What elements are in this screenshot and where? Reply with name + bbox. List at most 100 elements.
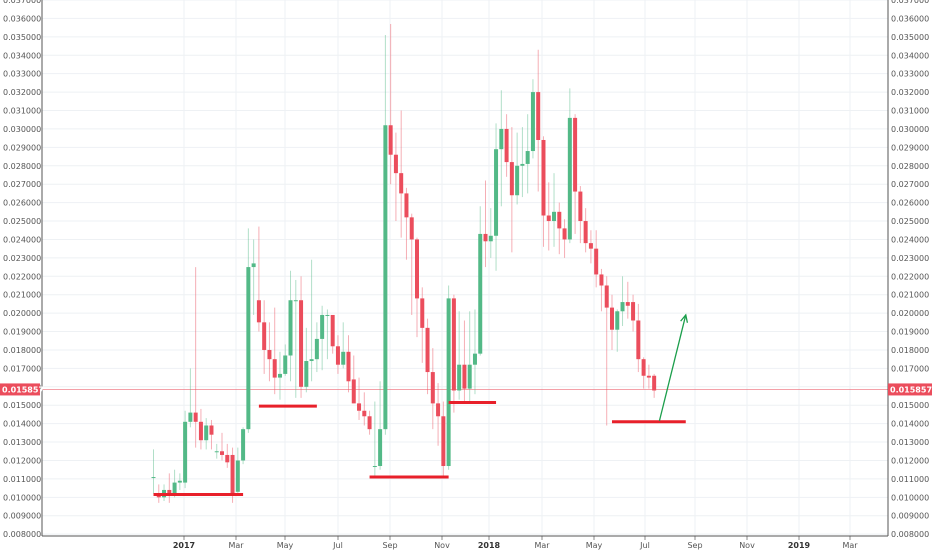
candle-body (625, 302, 630, 306)
candle-body (425, 327, 430, 373)
x-tick-label: 2018 (478, 541, 501, 550)
candle-body (583, 221, 588, 244)
candle-body (367, 416, 372, 430)
y-tick-label-left: 0.028000 (3, 162, 41, 171)
price-badges: 0.015857 0.015857 (0, 383, 932, 396)
y-tick-label-right: 0.013000 (891, 438, 929, 447)
candle-body (325, 314, 330, 316)
candle-body (399, 173, 404, 194)
y-tick-label-left: 0.031000 (3, 107, 41, 116)
projection-arrow (658, 313, 689, 422)
candle-body (462, 364, 467, 389)
x-tick-label: Nov (434, 541, 450, 550)
y-tick-label-left: 0.033000 (3, 70, 41, 79)
candle-body (309, 359, 314, 362)
y-tick-label-right: 0.017000 (891, 364, 929, 373)
candle-body (604, 285, 609, 308)
y-tick-label-right: 0.036000 (891, 14, 929, 23)
candle-body (530, 92, 535, 152)
candle-body (557, 211, 562, 229)
y-tick-label-left: 0.008000 (3, 530, 41, 539)
x-tick-label: Mar (228, 541, 244, 550)
y-tick-label-right: 0.030000 (891, 125, 929, 134)
candle-body (494, 149, 499, 236)
candle-body (652, 375, 657, 391)
candle-body (304, 361, 309, 387)
candle-body (636, 320, 641, 360)
candle-body (430, 372, 435, 404)
candle-body (483, 233, 488, 242)
x-tick-label: Nov (739, 541, 755, 550)
y-tick-label-left: 0.017000 (3, 364, 41, 373)
candle-body (441, 416, 446, 467)
candle-body (351, 379, 356, 404)
y-tick-label-left: 0.010000 (3, 493, 41, 502)
candle-body (235, 460, 240, 492)
y-tick-label-left: 0.029000 (3, 143, 41, 152)
projection-arrowhead (680, 313, 689, 323)
candle-body (299, 300, 304, 387)
candle-body (320, 314, 325, 339)
candle-body (620, 302, 625, 312)
price-badge-right (888, 383, 932, 396)
candle-body (599, 274, 604, 286)
candle-body (409, 217, 414, 240)
y-tick-label-left: 0.019000 (3, 328, 41, 337)
candle-body (262, 322, 267, 350)
candle-body (536, 92, 541, 140)
candle-body (420, 298, 425, 328)
candle-body (415, 239, 419, 299)
candle-body (451, 298, 456, 391)
y-tick-label-left: 0.030000 (3, 125, 41, 134)
candle-body (472, 353, 477, 365)
y-tick-label-right: 0.024000 (891, 235, 929, 244)
candle-body (436, 403, 441, 417)
candle-body (562, 228, 567, 240)
candle-body (283, 355, 288, 374)
y-tick-label-right: 0.009000 (891, 512, 929, 521)
candle-body (388, 125, 393, 155)
y-tick-label-right: 0.020000 (891, 309, 929, 318)
y-tick-label-right: 0.037000 (891, 0, 929, 5)
y-tick-label-right: 0.022000 (891, 272, 929, 281)
axes: 0.008000 0.008000 0.009000 0.009000 0.010000… (3, 0, 929, 550)
y-tick-label-left: 0.013000 (3, 438, 41, 447)
candle-body (594, 248, 599, 275)
candle-body (457, 364, 462, 391)
candle-body (520, 163, 525, 166)
candle-body (393, 154, 398, 174)
x-tick-label: 2019 (788, 541, 811, 550)
candles (151, 23, 657, 503)
y-tick-label-right: 0.029000 (891, 143, 929, 152)
y-tick-label-left: 0.026000 (3, 199, 41, 208)
grid (42, 0, 888, 536)
y-tick-label-right: 0.026000 (891, 199, 929, 208)
y-tick-label-right: 0.018000 (891, 346, 929, 355)
candle-body (378, 429, 383, 467)
x-tick-label: Sep (687, 541, 702, 550)
candle-body (525, 151, 530, 164)
y-tick-label-left: 0.027000 (3, 180, 41, 189)
price-badge-left (0, 383, 40, 396)
y-tick-label-right: 0.033000 (891, 70, 929, 79)
price-badge-left-label: 0.015857 (2, 385, 44, 394)
candle-body (383, 125, 388, 430)
candle-body (288, 300, 293, 356)
y-tick-label-right: 0.012000 (891, 456, 929, 465)
candle-body (362, 410, 367, 417)
y-tick-label-left: 0.035000 (3, 33, 41, 42)
x-tick-label: Sep (382, 541, 397, 550)
y-tick-label-right: 0.008000 (891, 530, 929, 539)
y-tick-label-left: 0.011000 (3, 475, 41, 484)
candle-body (346, 351, 351, 382)
candle-body (209, 425, 214, 435)
candle-body (578, 191, 583, 222)
y-tick-label-right: 0.010000 (891, 493, 929, 502)
candle-body (214, 451, 219, 453)
candle-body (357, 403, 362, 411)
y-tick-label-right: 0.028000 (891, 162, 929, 171)
candle-body (609, 307, 614, 330)
y-tick-label-right: 0.034000 (891, 51, 929, 60)
y-tick-label-right: 0.011000 (891, 475, 929, 484)
